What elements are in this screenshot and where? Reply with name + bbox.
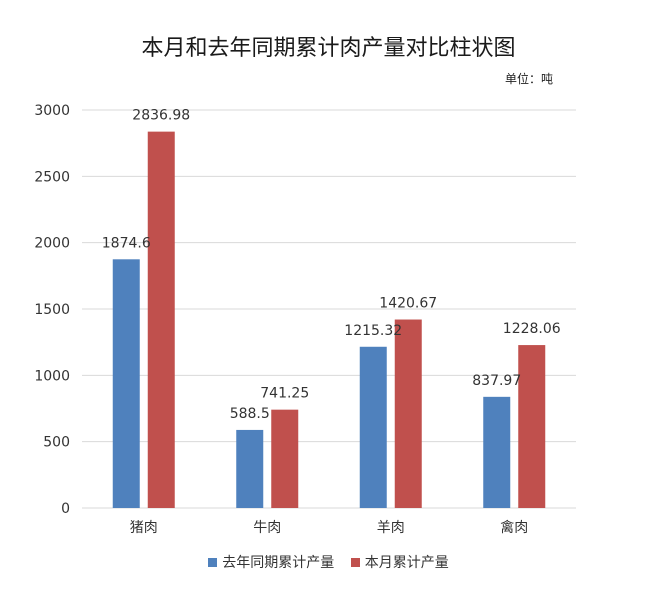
legend-label-this-month: 本月累计产量 <box>364 555 449 571</box>
data-label: 1228.06 <box>503 321 561 337</box>
y-tick-label: 500 <box>43 435 70 451</box>
y-tick-label: 2000 <box>34 236 70 252</box>
data-labels: 1874.6 2836.98 588.5 741.25 1215.32 1420.67 83… <box>102 108 561 422</box>
bar-3-0 <box>483 396 511 508</box>
legend-item-last-year: 去年同期累计产量 <box>208 552 334 572</box>
bar-1-0 <box>236 429 264 508</box>
bar-2-0 <box>359 346 387 508</box>
legend-swatch-last-year <box>208 557 218 567</box>
y-tick-label: 3000 <box>34 103 70 119</box>
y-tick-label: 1000 <box>34 368 70 384</box>
x-tick-label: 禽肉 <box>500 519 528 536</box>
unit-label: 单位：吨 <box>504 72 553 86</box>
bars <box>112 131 546 508</box>
data-label: 1420.67 <box>379 296 437 312</box>
x-tick-label: 羊肉 <box>377 520 405 536</box>
legend-item-this-month: 本月累计产量 <box>350 552 449 572</box>
data-label: 1215.32 <box>344 323 402 339</box>
y-tick-label: 1500 <box>34 302 70 318</box>
bar-0-1 <box>147 131 175 508</box>
bar-3-1 <box>518 345 546 508</box>
legend-swatch-this-month <box>350 557 360 567</box>
bar-1-1 <box>271 409 299 508</box>
data-label: 741.25 <box>260 386 309 402</box>
y-tick-label: 0 <box>61 501 70 517</box>
legend-label-last-year: 去年同期累计产量 <box>222 555 335 571</box>
x-tick-label: 牛肉 <box>253 520 281 536</box>
legend: 去年同期累计产量 本月累计产量 <box>0 552 657 572</box>
y-tick-label: 2500 <box>34 169 70 185</box>
x-axis-ticks: 猪肉 牛肉 羊肉 禽肉 <box>130 519 529 536</box>
y-axis-ticks: 0 500 1000 1500 2000 2500 3000 <box>34 103 70 517</box>
chart-title: 本月和去年同期累计肉产量对比柱状图 <box>141 36 516 61</box>
data-label: 2836.98 <box>132 108 190 124</box>
bar-2-1 <box>394 319 422 508</box>
x-tick-label: 猪肉 <box>130 520 158 536</box>
data-label: 1874.6 <box>102 235 151 251</box>
data-label: 837.97 <box>472 373 521 389</box>
data-label: 588.5 <box>230 406 270 422</box>
bar-0-0 <box>112 259 140 508</box>
